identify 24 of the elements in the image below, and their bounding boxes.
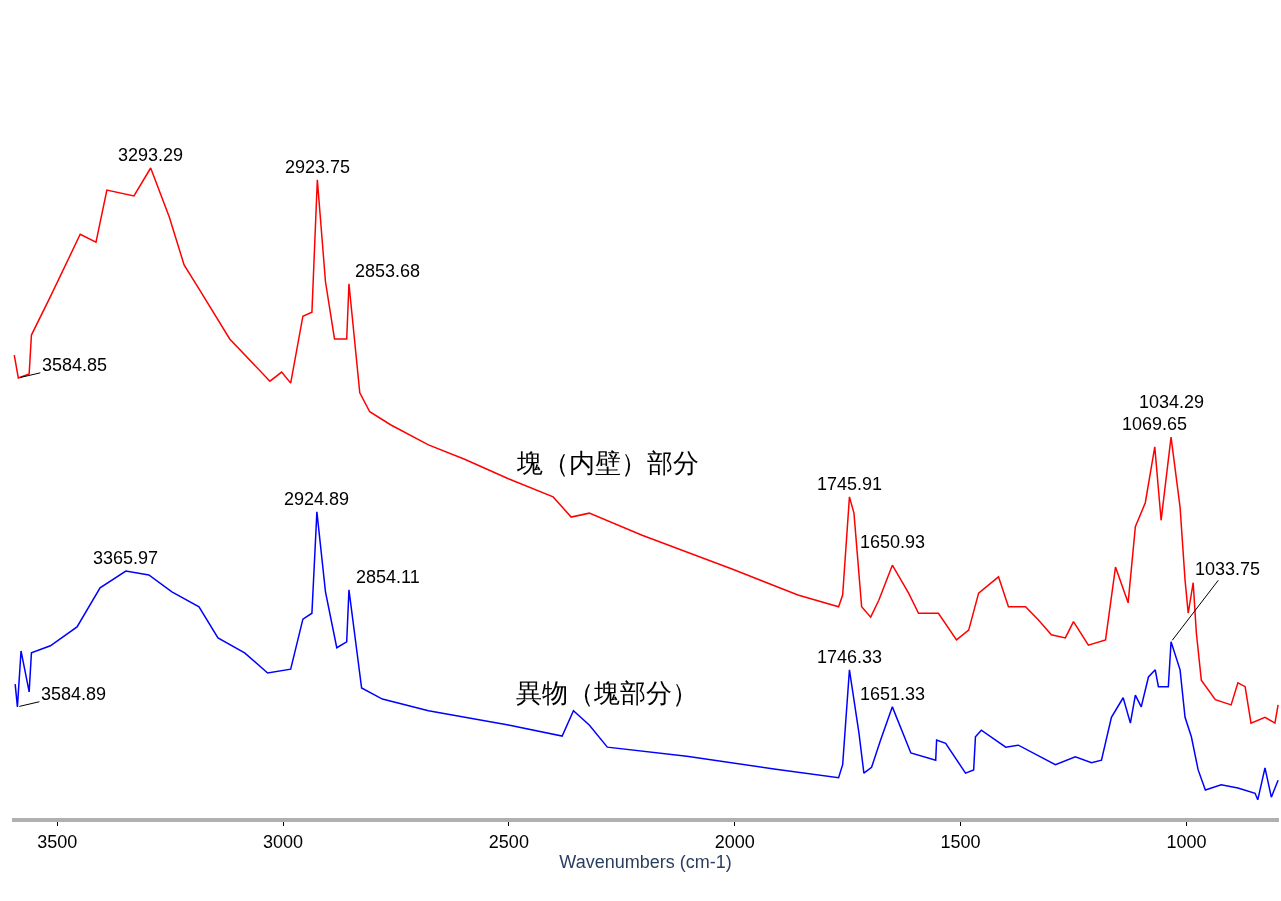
annotation: 3584.89 [41,684,107,704]
annotation: 1745.91 [817,474,883,494]
annotation: 3584.85 [42,355,108,375]
x-axis-title: Wavenumbers (cm-1) [559,851,732,872]
annotation: 1651.33 [860,684,926,704]
annotation: 2853.68 [355,261,421,281]
annotation: 1650.93 [860,532,926,552]
annotation: 1033.75 [1195,559,1261,579]
series-label: 塊（内壁）部分 [516,448,699,478]
annotation: 2924.89 [284,489,350,509]
x-tick-label: 3000 [263,831,304,852]
annotation: 3293.29 [118,145,184,165]
annotation: 1746.33 [817,647,883,667]
annotation: 2923.75 [285,157,351,177]
annotation: 2854.11 [356,567,420,587]
x-tick-label: 1000 [1166,831,1207,852]
x-tick-label: 2500 [488,831,529,852]
annotation: 3365.97 [93,548,159,568]
x-tick-label: 3500 [37,831,78,852]
annotation: 1069.65 [1122,414,1188,434]
annotation: 1034.29 [1139,392,1205,412]
x-tick-label: 2000 [714,831,755,852]
x-tick-label: 1500 [940,831,981,852]
series-label: 異物（塊部分） [516,678,698,708]
